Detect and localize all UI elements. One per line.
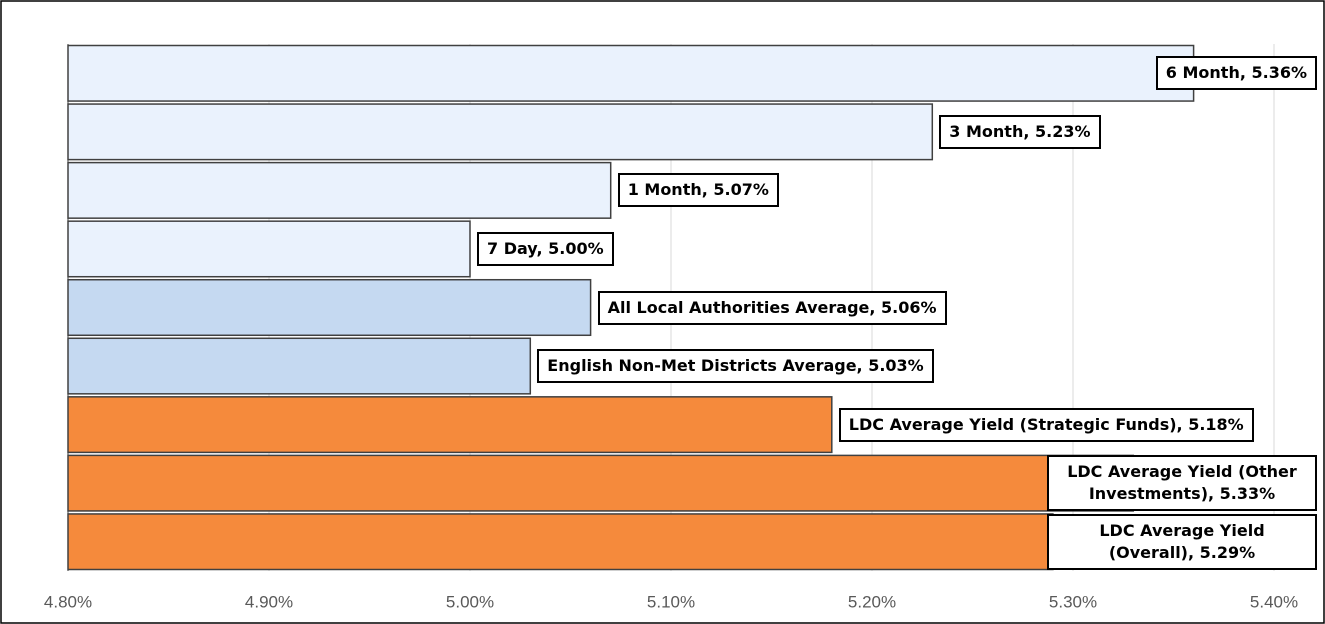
bar — [67, 44, 1195, 102]
data-label: 7 Day, 5.00% — [477, 231, 614, 266]
data-label: LDC Average Yield (Overall), 5.29% — [1047, 513, 1317, 570]
x-tick-label: 5.20% — [848, 592, 896, 611]
data-label: All Local Authorities Average, 5.06% — [597, 290, 947, 325]
bar — [67, 454, 1135, 512]
data-label: 6 Month, 5.36% — [1155, 56, 1317, 91]
x-tick-label: 5.40% — [1250, 592, 1298, 611]
bar — [67, 278, 592, 337]
x-tick-label: 5.10% — [647, 592, 695, 611]
x-tick-label: 5.00% — [446, 592, 494, 611]
data-label: English Non-Met Districts Average, 5.03% — [537, 349, 934, 384]
data-label: LDC Average Yield (Strategic Funds), 5.1… — [838, 407, 1254, 442]
bar — [67, 220, 471, 278]
bar — [67, 396, 833, 454]
bar — [67, 103, 934, 161]
bar — [67, 337, 532, 395]
x-tick-label: 4.90% — [245, 592, 293, 611]
bar — [67, 161, 612, 219]
data-label: 1 Month, 5.07% — [617, 173, 779, 208]
data-label: 3 Month, 5.23% — [939, 114, 1101, 149]
x-tick-label: 5.30% — [1049, 592, 1097, 611]
data-label: LDC Average Yield (Other Investments), 5… — [1047, 455, 1317, 512]
bar — [67, 513, 1054, 571]
x-tick-label: 4.80% — [44, 592, 92, 611]
